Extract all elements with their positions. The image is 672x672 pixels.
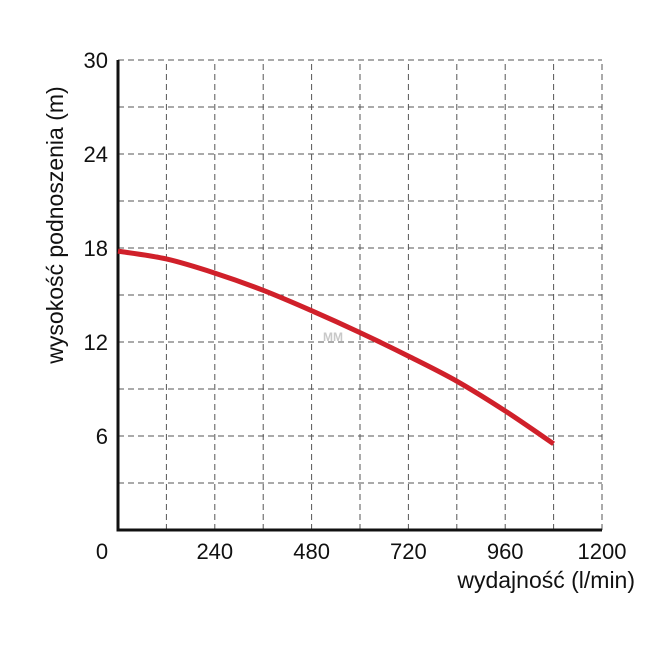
series-layer: [117, 248, 556, 446]
watermark-text: MM: [323, 330, 343, 344]
x-tick-label: 960: [487, 539, 524, 564]
x-tick-label: 720: [390, 539, 427, 564]
y-tick-label: 24: [84, 142, 108, 167]
x-tick-label: 0: [96, 539, 108, 564]
y-tick-label: 12: [84, 330, 108, 355]
x-axis-title: wydajność (l/min): [456, 567, 635, 593]
y-tick-label: 6: [96, 424, 108, 449]
x-tick-label: 480: [293, 539, 330, 564]
series-line: [117, 248, 556, 446]
labels-layer: 6 12 18 24 30 0 240 480 720 960 1200: [84, 48, 627, 564]
grid-layer: [118, 59, 603, 530]
axes-layer: [116, 60, 602, 532]
x-tick-label: 1200: [578, 539, 627, 564]
y-tick-label: 18: [84, 236, 108, 261]
y-axis-title: wysokość podnoszenia (m): [42, 86, 68, 364]
x-tick-label: 240: [196, 539, 233, 564]
y-tick-label: 30: [84, 48, 108, 73]
